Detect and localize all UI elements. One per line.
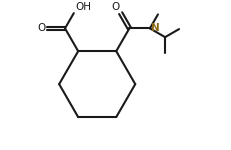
- Text: OH: OH: [75, 2, 91, 12]
- Text: N: N: [151, 23, 159, 33]
- Text: O: O: [111, 2, 119, 12]
- Text: O: O: [38, 23, 46, 33]
